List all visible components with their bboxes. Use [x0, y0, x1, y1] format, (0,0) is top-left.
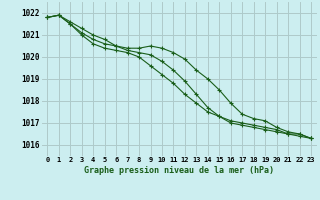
X-axis label: Graphe pression niveau de la mer (hPa): Graphe pression niveau de la mer (hPa)	[84, 166, 274, 175]
